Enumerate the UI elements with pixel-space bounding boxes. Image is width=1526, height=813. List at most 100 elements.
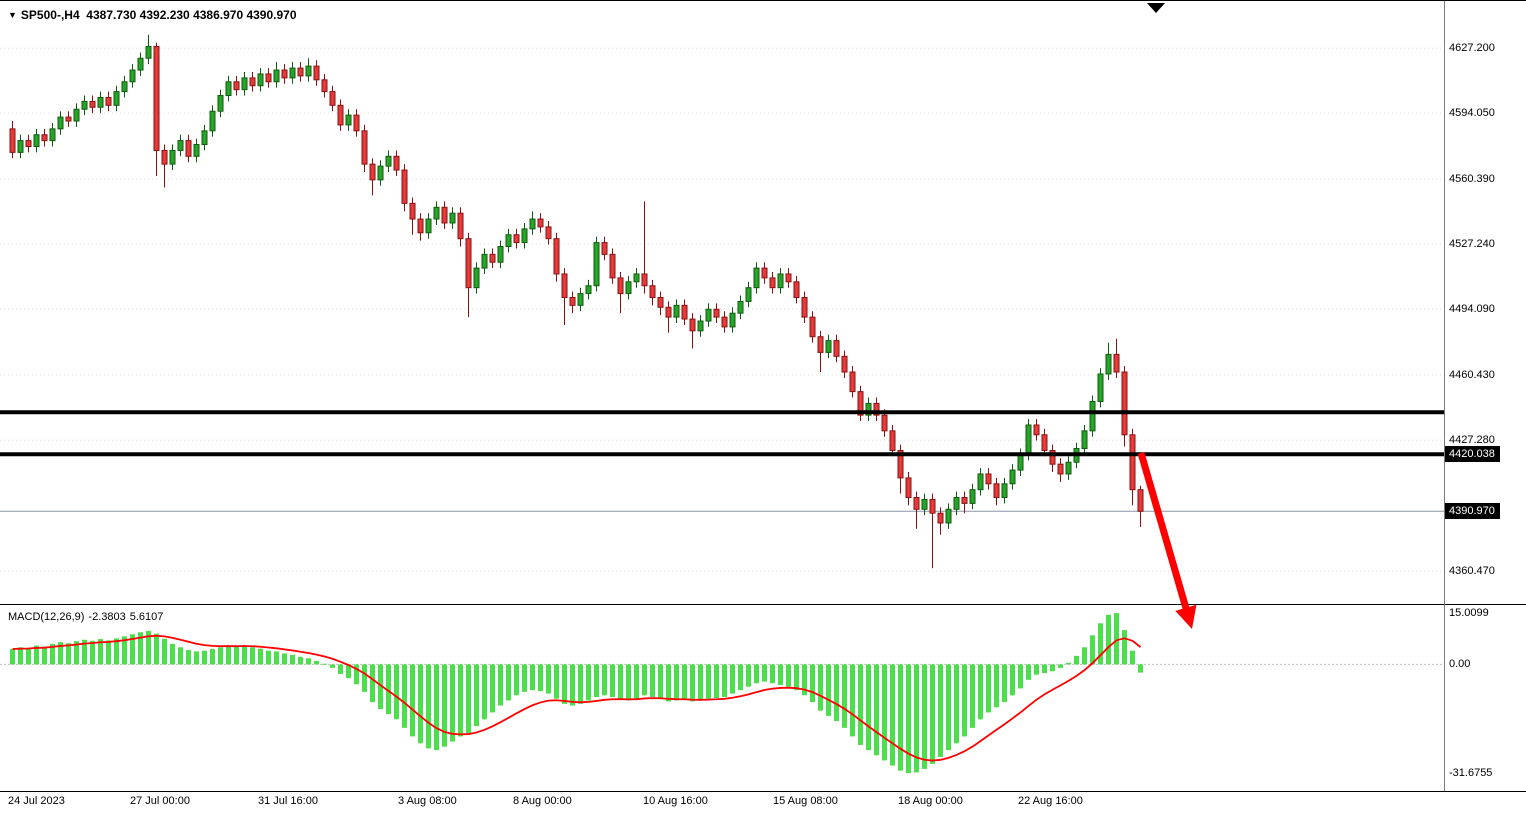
macd-histogram-bar: [1114, 613, 1119, 665]
candle-body: [657, 296, 664, 308]
macd-histogram-bar: [858, 664, 863, 745]
macd-histogram-bar: [138, 632, 143, 665]
macd-histogram-bar: [386, 664, 391, 715]
macd-histogram-bar: [1002, 664, 1007, 703]
macd-histogram-bar: [946, 664, 951, 751]
macd-histogram-bar: [162, 638, 167, 665]
macd-histogram-bar: [818, 664, 823, 711]
candle-body: [521, 228, 528, 244]
candle-body: [33, 134, 40, 148]
collapse-triangle-icon[interactable]: ▼: [8, 10, 17, 20]
macd-histogram-bar: [690, 664, 695, 702]
macd-histogram-bar: [458, 664, 463, 737]
macd-histogram-bar: [658, 664, 663, 699]
macd-histogram-bar: [722, 664, 727, 697]
macd-histogram-bar: [922, 664, 927, 769]
macd-histogram-bar: [570, 664, 575, 706]
macd-histogram-bar: [218, 647, 223, 665]
macd-histogram-bar: [754, 664, 759, 684]
macd-histogram-bar: [850, 664, 855, 737]
macd-histogram-bar: [442, 664, 447, 747]
candle-body: [233, 81, 240, 91]
macd-histogram-bar: [778, 664, 783, 685]
macd-histogram-bar: [674, 664, 679, 701]
macd-histogram-bar: [1130, 650, 1135, 665]
macd-histogram-bar: [226, 645, 231, 665]
macd-histogram-bar: [794, 664, 799, 691]
candle-body: [777, 273, 784, 289]
macd-histogram-bar: [898, 664, 903, 771]
candle-body: [833, 340, 840, 357]
macd-histogram-bar: [82, 639, 87, 665]
candle-body: [49, 128, 56, 142]
candle-body: [201, 130, 208, 146]
macd-histogram-bar: [186, 650, 191, 665]
candle-body: [705, 308, 712, 322]
time-axis-label: 15 Aug 08:00: [773, 795, 838, 807]
candle-body: [745, 287, 752, 302]
candle-body: [809, 316, 816, 338]
candle-body: [889, 430, 896, 451]
macd-histogram-bar: [1074, 655, 1079, 665]
candle-body: [17, 140, 24, 153]
macd-indicator-label: MACD(12,26,9) -2.3803 5.6107: [8, 611, 167, 623]
chart-shift-marker-icon[interactable]: [1147, 3, 1165, 13]
candle-body: [721, 316, 728, 328]
candle-body: [513, 234, 520, 244]
candle-body: [41, 134, 48, 142]
candle-body: [553, 238, 560, 275]
macd-indicator-panel[interactable]: [0, 605, 1444, 791]
candle-body: [497, 246, 504, 263]
price-axis-label: 4560.390: [1449, 173, 1495, 186]
candle-body: [977, 473, 984, 491]
candle-body: [817, 336, 824, 353]
candle-body: [153, 45, 160, 151]
candle-body: [937, 512, 944, 524]
symbol-info: ▼ SP500-,H4 4387.730 4392.230 4386.970 43…: [8, 8, 297, 22]
macd-histogram-bar: [234, 646, 239, 665]
macd-histogram-bar: [978, 664, 983, 720]
macd-histogram-bar: [450, 664, 455, 742]
macd-histogram-bar: [514, 664, 519, 696]
macd-histogram-bar: [642, 664, 647, 696]
candle-body: [313, 65, 320, 81]
candle-body: [401, 169, 408, 204]
candle-body: [881, 414, 888, 432]
candle-body: [857, 391, 864, 416]
macd-histogram-bar: [178, 647, 183, 665]
macd-histogram-bar: [834, 664, 839, 721]
macd-histogram-bar: [322, 663, 327, 665]
macd-histogram-bar: [682, 664, 687, 700]
macd-histogram-bar: [1058, 664, 1063, 668]
macd-histogram-bar: [666, 664, 671, 702]
candle-body: [105, 96, 112, 106]
macd-histogram-bar: [610, 664, 615, 697]
macd-histogram-bar: [426, 664, 431, 749]
time-axis-label: 24 Jul 2023: [8, 795, 65, 807]
candle-body: [529, 218, 536, 230]
candle-body: [1121, 371, 1128, 436]
candle-body: [929, 498, 936, 514]
candle-body: [465, 238, 472, 289]
candle-body: [665, 306, 672, 318]
candle-body: [241, 77, 248, 91]
candle-body: [433, 206, 440, 220]
macd-histogram-bar: [594, 664, 599, 697]
candle-body: [457, 212, 464, 240]
macd-histogram-bar: [1138, 664, 1143, 673]
candle-body: [329, 91, 336, 106]
candle-body: [1137, 489, 1144, 512]
price-axis-label: 4527.240: [1449, 238, 1495, 251]
price-chart-area[interactable]: [0, 1, 1444, 604]
candle-body: [633, 273, 640, 283]
price-chart-canvas: [0, 34, 1444, 572]
candle-body: [353, 114, 360, 132]
candle-body: [601, 242, 608, 255]
candle-body: [961, 497, 968, 504]
candle-body: [593, 242, 600, 287]
candle-body: [793, 281, 800, 298]
candle-body: [729, 312, 736, 328]
candle-body: [393, 155, 400, 171]
candle-body: [1041, 434, 1048, 451]
candle-body: [257, 73, 264, 87]
